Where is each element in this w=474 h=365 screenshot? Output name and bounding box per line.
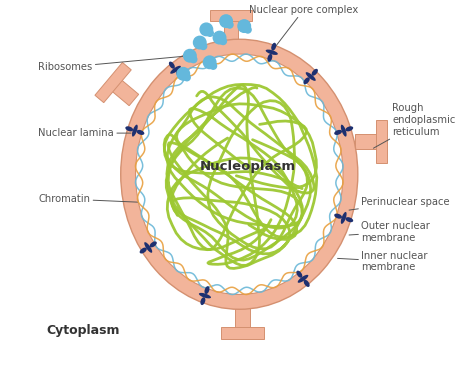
Ellipse shape	[170, 66, 181, 74]
Bar	[224, 16, 238, 43]
Circle shape	[245, 26, 251, 33]
Circle shape	[210, 63, 217, 69]
Text: Inner nuclear
membrane: Inner nuclear membrane	[337, 251, 428, 272]
Ellipse shape	[341, 124, 346, 137]
Ellipse shape	[176, 71, 182, 78]
Text: Chromatin: Chromatin	[38, 194, 138, 204]
Circle shape	[238, 20, 250, 32]
Ellipse shape	[136, 54, 343, 295]
Ellipse shape	[267, 54, 272, 62]
Ellipse shape	[132, 124, 138, 137]
Ellipse shape	[303, 77, 310, 84]
Ellipse shape	[298, 275, 309, 283]
Bar	[109, 77, 139, 106]
Text: Outer nuclear
membrane: Outer nuclear membrane	[349, 221, 430, 243]
Ellipse shape	[201, 297, 205, 305]
Ellipse shape	[265, 50, 278, 55]
Circle shape	[207, 30, 213, 36]
Ellipse shape	[121, 39, 358, 309]
Ellipse shape	[306, 72, 316, 81]
Ellipse shape	[137, 130, 145, 135]
Ellipse shape	[334, 130, 342, 135]
Ellipse shape	[271, 43, 276, 51]
Bar	[221, 327, 264, 339]
Circle shape	[200, 43, 207, 50]
Text: Nuclear pore complex: Nuclear pore complex	[249, 5, 358, 49]
Circle shape	[203, 56, 216, 69]
Circle shape	[190, 56, 197, 63]
Text: Cytoplasm: Cytoplasm	[46, 324, 120, 337]
Ellipse shape	[144, 242, 152, 253]
Text: Nuclear lamina: Nuclear lamina	[38, 128, 131, 138]
Bar	[235, 306, 250, 332]
Ellipse shape	[199, 293, 211, 298]
Circle shape	[183, 74, 190, 81]
Bar	[376, 120, 387, 163]
Bar	[95, 62, 131, 103]
Text: Nucleoplasm: Nucleoplasm	[200, 160, 296, 173]
Text: Rough
endoplasmic
reticulum: Rough endoplasmic reticulum	[374, 103, 456, 148]
Ellipse shape	[150, 241, 157, 247]
Ellipse shape	[140, 247, 147, 254]
Circle shape	[220, 38, 227, 45]
Circle shape	[220, 15, 232, 27]
Circle shape	[183, 50, 196, 62]
Ellipse shape	[334, 214, 342, 219]
Ellipse shape	[204, 286, 210, 294]
Ellipse shape	[169, 62, 175, 69]
Ellipse shape	[125, 126, 133, 131]
Ellipse shape	[311, 69, 318, 76]
Ellipse shape	[346, 217, 353, 222]
Ellipse shape	[296, 270, 302, 278]
Bar	[210, 9, 253, 21]
Text: Ribosomes: Ribosomes	[38, 56, 187, 72]
Circle shape	[200, 23, 213, 36]
Circle shape	[227, 22, 233, 28]
Circle shape	[213, 31, 226, 44]
Bar	[355, 134, 381, 149]
Ellipse shape	[304, 280, 310, 287]
Ellipse shape	[341, 212, 346, 224]
Text: Perinuclear space: Perinuclear space	[349, 197, 450, 210]
Circle shape	[193, 36, 206, 49]
Ellipse shape	[346, 126, 353, 131]
Circle shape	[177, 68, 190, 80]
